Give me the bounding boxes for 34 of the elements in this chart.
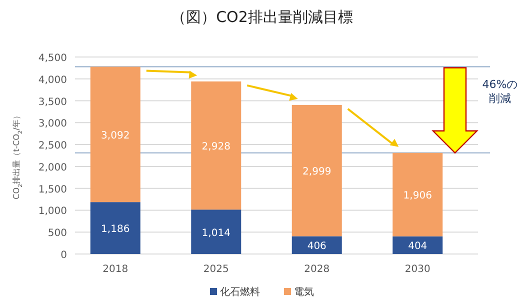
- data-label: 2,928: [202, 142, 230, 153]
- x-tick-label: 2028: [304, 264, 330, 275]
- text: 46%の削減: [481, 78, 519, 106]
- data-label: 3,092: [101, 130, 130, 142]
- data-label: 1,906: [403, 190, 432, 202]
- x-tick-label: 2025: [203, 264, 229, 275]
- y-tick-label: 3,500: [38, 96, 67, 108]
- y-tick-label: 3,000: [38, 118, 67, 130]
- bar: [90, 202, 140, 254]
- data-label: 2,999: [302, 166, 332, 178]
- legend-label: 化石燃料: [220, 286, 260, 298]
- y-tick-label: 4,500: [38, 53, 67, 64]
- data-label: 404: [408, 241, 428, 252]
- bar: [392, 152, 443, 236]
- chart-title: （図）CO2排出量削減目標: [171, 8, 353, 26]
- y-tick-label: 0: [60, 250, 67, 261]
- y-tick-label: 4,000: [38, 74, 67, 86]
- legend-label: 電気: [294, 287, 314, 298]
- bar: [90, 66, 140, 202]
- bar: [292, 236, 342, 254]
- data-label: 1,186: [101, 224, 130, 236]
- y-tick-label: 2,500: [38, 140, 67, 152]
- y-tick-label: 500: [48, 228, 67, 240]
- x-tick-label: 2018: [102, 264, 128, 275]
- y-tick-label: 1,000: [38, 206, 67, 218]
- x-tick-label: 2030: [404, 264, 430, 275]
- bar: [191, 210, 242, 254]
- bar: [191, 81, 242, 210]
- data-label: 1,014: [202, 228, 230, 239]
- bar: [392, 236, 443, 254]
- data-label: 406: [307, 241, 326, 252]
- bar: [292, 104, 342, 236]
- y-tick-label: 1,500: [38, 184, 67, 196]
- y-tick-label: 2,000: [38, 162, 67, 174]
